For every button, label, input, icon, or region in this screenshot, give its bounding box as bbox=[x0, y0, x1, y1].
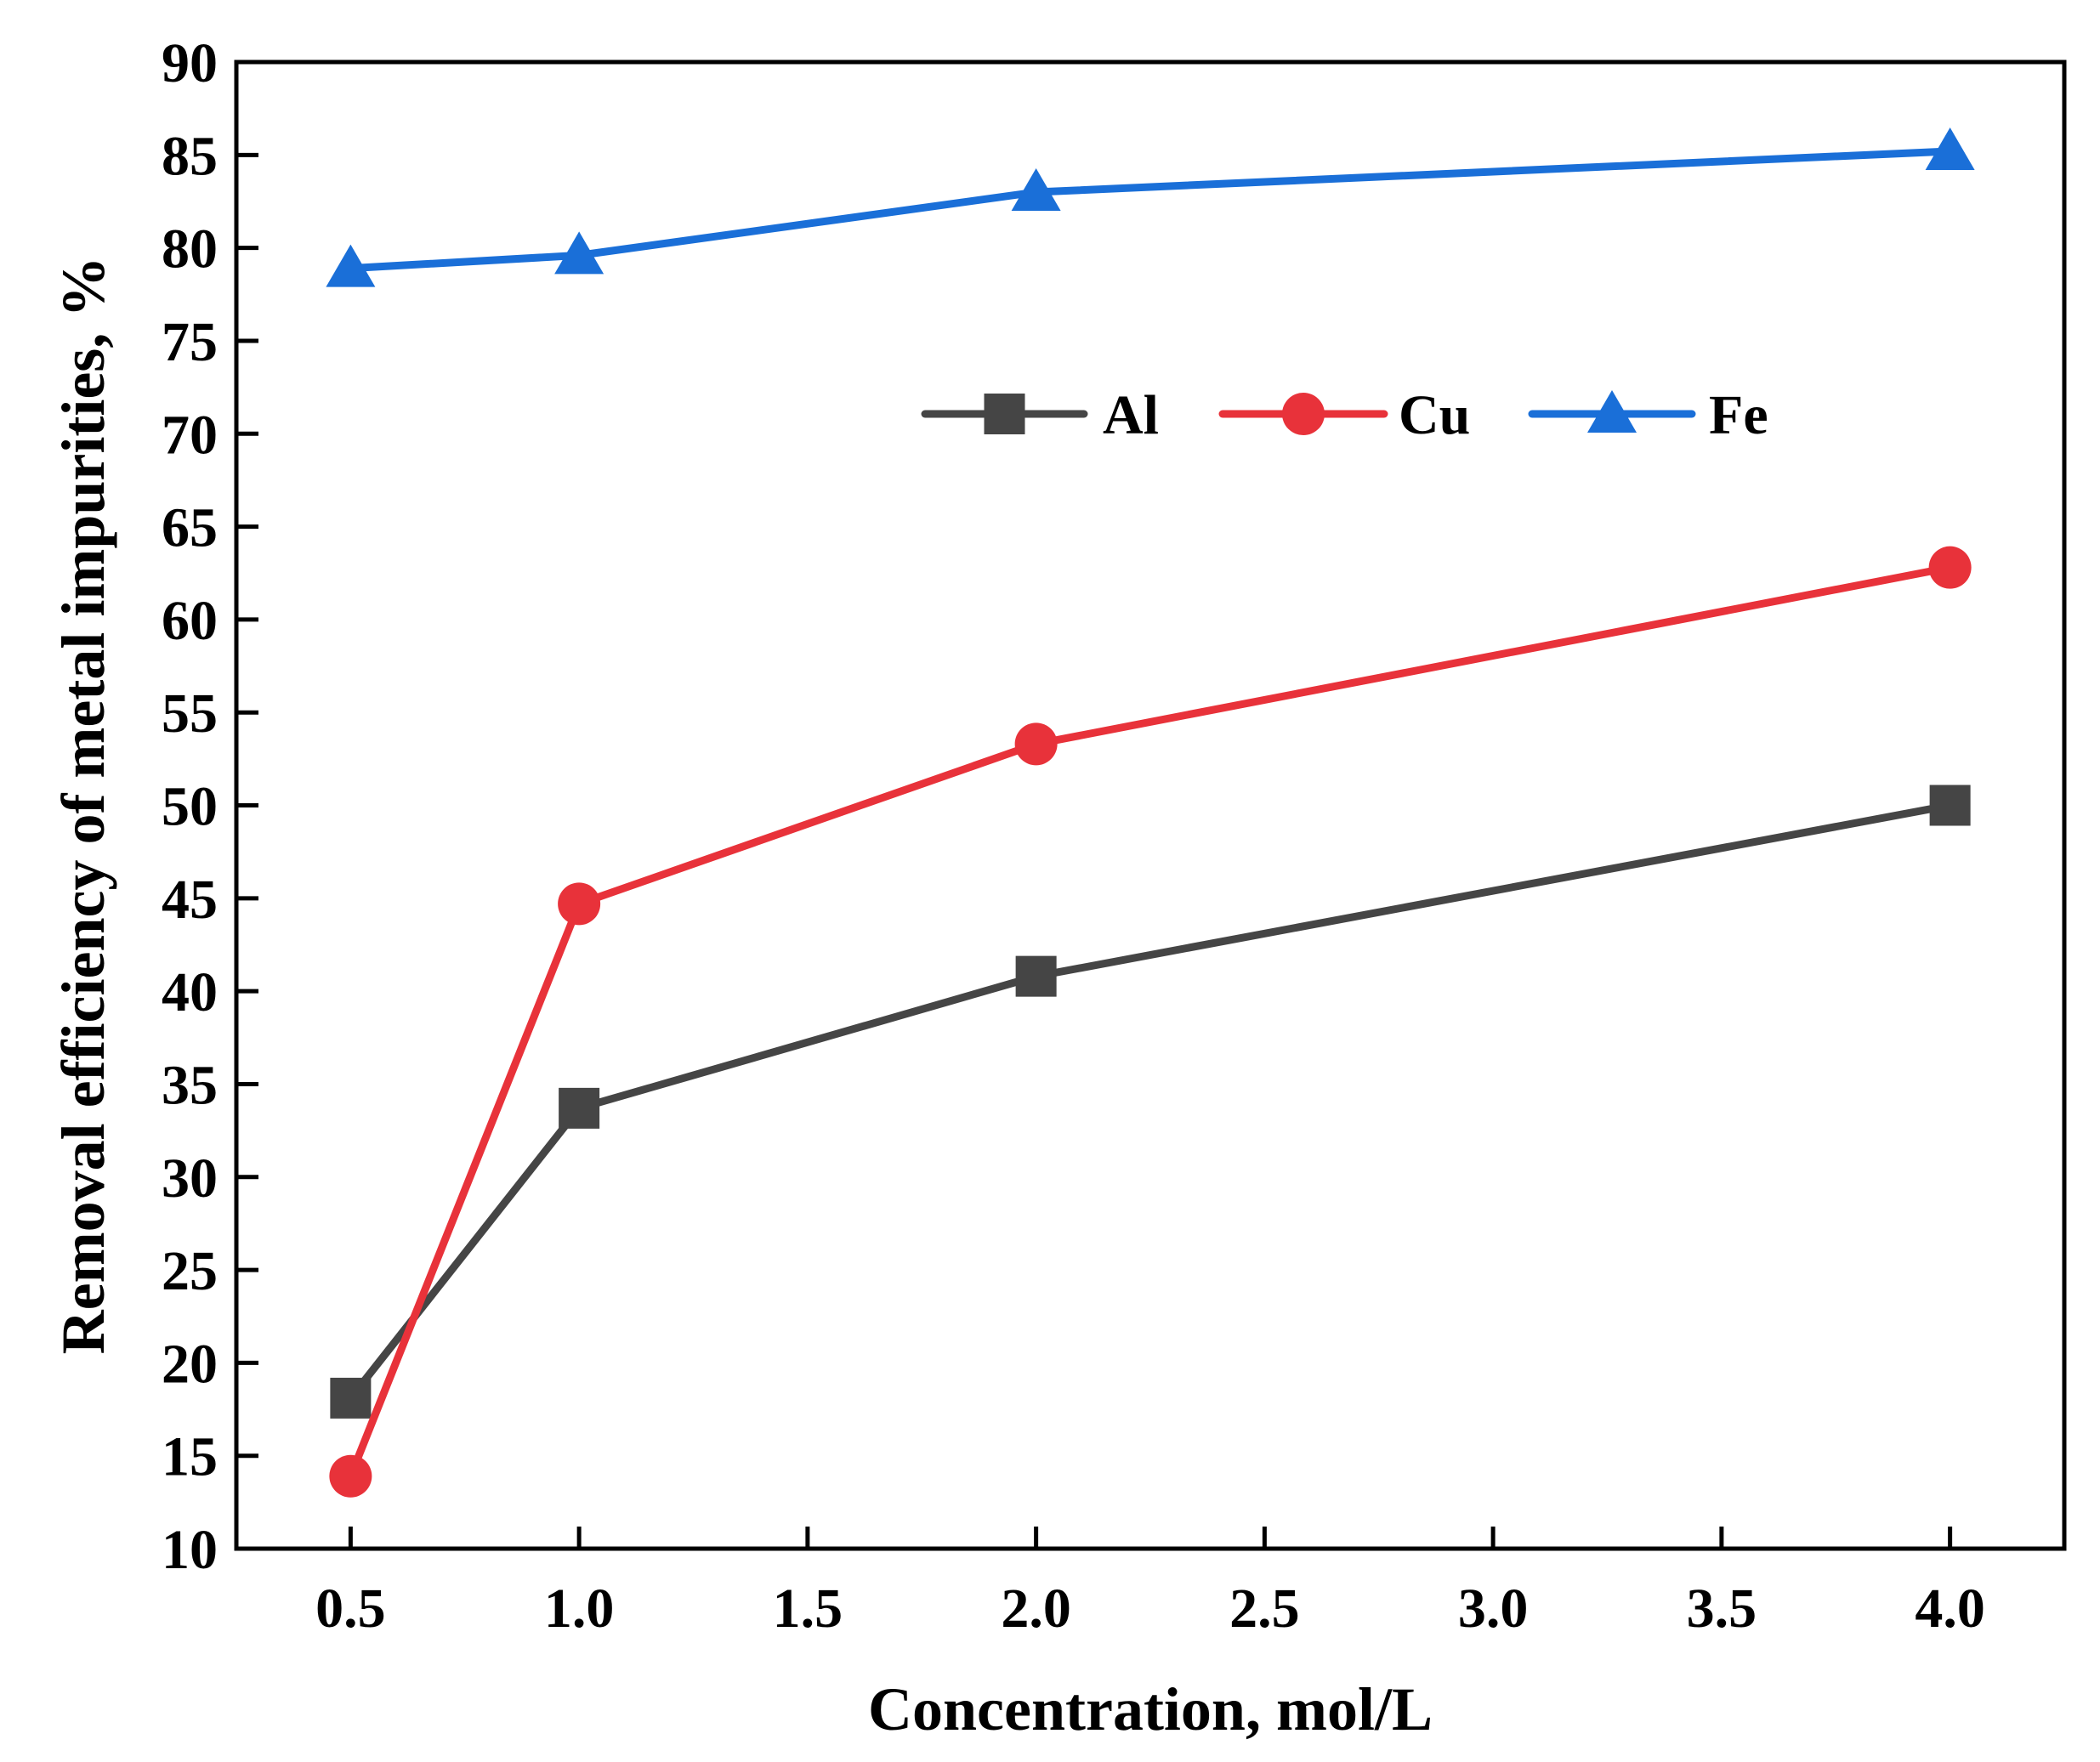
x-tick-label: 4.0 bbox=[1915, 1578, 1985, 1640]
legend-label-fe: Fe bbox=[1709, 384, 1768, 446]
y-tick-label: 55 bbox=[162, 683, 218, 745]
y-tick-label: 40 bbox=[162, 961, 218, 1023]
y-tick-label: 90 bbox=[162, 32, 218, 94]
y-tick-label: 45 bbox=[162, 869, 218, 931]
y-tick-label: 80 bbox=[162, 218, 218, 280]
series-layer bbox=[326, 127, 1975, 1498]
y-tick-label: 75 bbox=[162, 311, 218, 373]
data-point-cu bbox=[1928, 546, 1972, 589]
data-point-fe bbox=[1011, 168, 1061, 212]
data-point-fe bbox=[1925, 127, 1975, 170]
y-tick-label: 20 bbox=[162, 1333, 218, 1395]
data-point-al bbox=[559, 1087, 600, 1129]
series-line-cu bbox=[346, 564, 1955, 1481]
legend-marker-al bbox=[984, 394, 1025, 434]
plot-frame bbox=[234, 59, 2067, 1551]
data-point-cu bbox=[1014, 722, 1058, 766]
plot-area: 10 15 20 25 30 35 40 45 50 55 60 65 70 75 80 85 90 0.5 1.0… bbox=[162, 32, 2067, 1640]
x-tick-label: 0.5 bbox=[315, 1578, 386, 1640]
data-point-fe bbox=[554, 231, 604, 275]
data-point-cu bbox=[329, 1454, 372, 1498]
y-tick-label: 70 bbox=[162, 404, 218, 466]
y-tick-label: 30 bbox=[162, 1147, 218, 1210]
series-line-al bbox=[346, 802, 1955, 1402]
legend-marker-cu bbox=[1282, 393, 1325, 435]
legend-label-cu: Cu bbox=[1399, 384, 1470, 446]
x-tick-label: 1.5 bbox=[773, 1578, 843, 1640]
x-tick-label: 2.5 bbox=[1229, 1578, 1300, 1640]
x-tick-label: 3.5 bbox=[1687, 1578, 1757, 1640]
x-tick-label: 1.0 bbox=[544, 1578, 615, 1640]
x-axis-title: Concentration, mol/L bbox=[868, 1675, 1433, 1743]
series-line-fe bbox=[346, 147, 1955, 273]
y-tick-label: 15 bbox=[162, 1426, 218, 1488]
x-tick-label: 2.0 bbox=[1001, 1578, 1071, 1640]
y-tick-label: 50 bbox=[162, 776, 218, 838]
data-point-al bbox=[1015, 955, 1057, 997]
legend-marker-fe bbox=[1587, 390, 1637, 433]
x-tick-label: 3.0 bbox=[1458, 1578, 1529, 1640]
data-point-fe bbox=[326, 244, 376, 287]
data-point-al bbox=[330, 1377, 372, 1419]
y-tick-label: 35 bbox=[162, 1054, 218, 1116]
data-point-cu bbox=[558, 882, 601, 926]
legend-label-al: Al bbox=[1103, 384, 1159, 446]
y-axis-title: Removal efficiency of metal impurities, … bbox=[49, 257, 117, 1355]
data-point-al bbox=[1929, 785, 1971, 826]
y-tick-label: 85 bbox=[162, 125, 218, 187]
legend: Al Cu Fe bbox=[921, 384, 1768, 446]
y-tick-label: 65 bbox=[162, 497, 218, 559]
y-tick-label: 60 bbox=[162, 590, 218, 652]
y-tick-label: 25 bbox=[162, 1240, 218, 1302]
y-tick-label: 10 bbox=[162, 1519, 218, 1581]
